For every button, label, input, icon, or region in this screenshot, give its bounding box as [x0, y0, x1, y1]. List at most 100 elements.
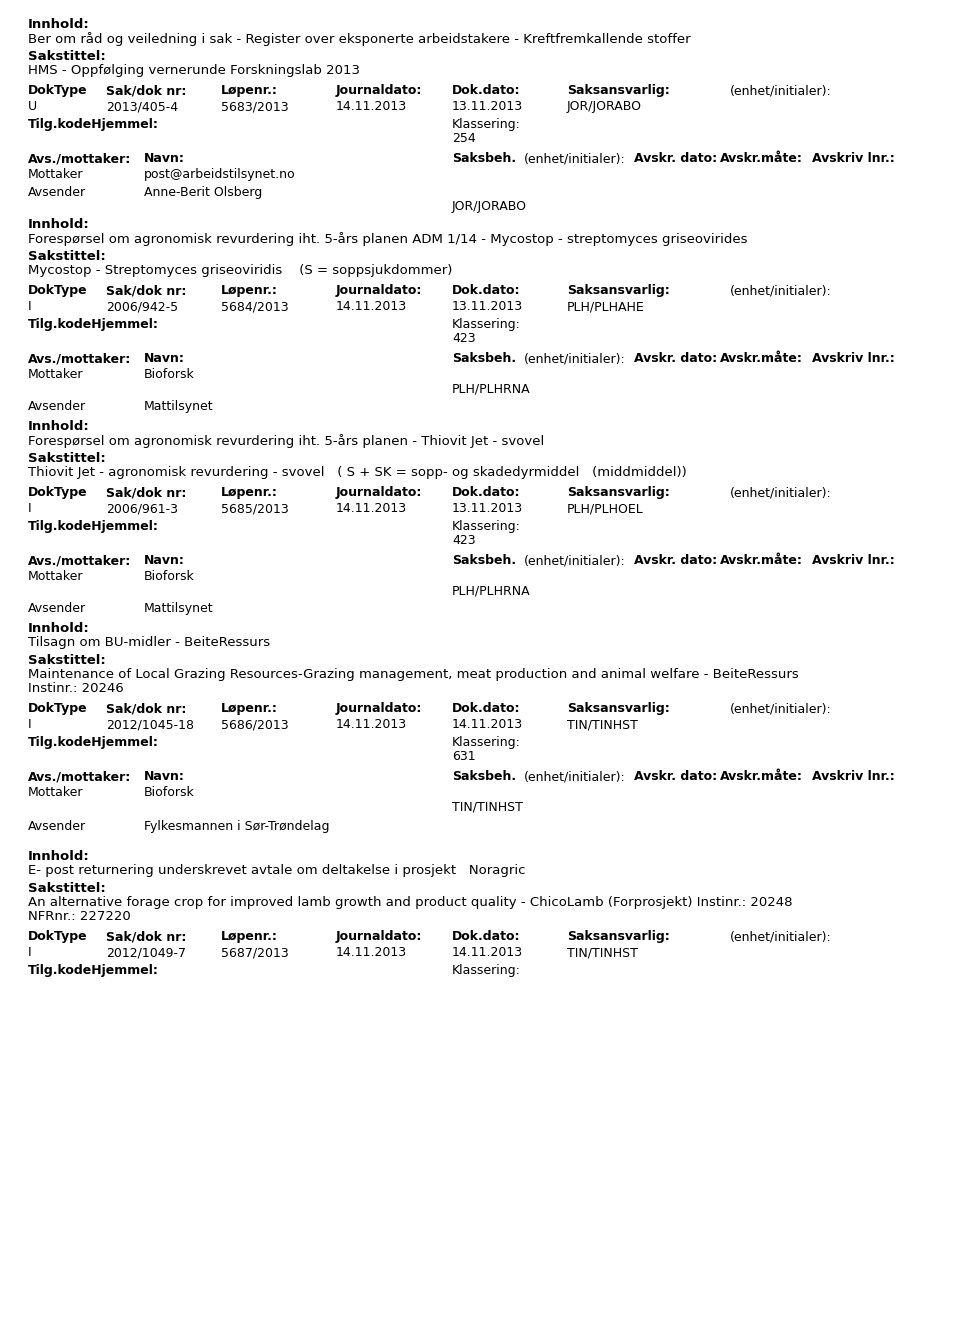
Text: Instinr.: 20246: Instinr.: 20246 [28, 682, 124, 694]
Text: (enhet/initialer):: (enhet/initialer): [730, 930, 831, 943]
Text: NFRnr.: 227220: NFRnr.: 227220 [28, 910, 131, 923]
Text: Klassering:: Klassering: [452, 736, 521, 749]
Text: Sakstittel:: Sakstittel: [28, 452, 106, 466]
Text: 631: 631 [452, 751, 475, 763]
Text: Bioforsk: Bioforsk [144, 570, 195, 583]
Text: Dok.dato:: Dok.dato: [452, 486, 520, 499]
Text: JOR/JORABO: JOR/JORABO [452, 199, 527, 213]
Text: TIN/TINHST: TIN/TINHST [452, 800, 523, 814]
Text: TIN/TINHST: TIN/TINHST [567, 946, 637, 959]
Text: Løpenr.:: Løpenr.: [221, 930, 277, 943]
Text: Tilg.kodeHjemmel:: Tilg.kodeHjemmel: [28, 318, 158, 330]
Text: Løpenr.:: Løpenr.: [221, 84, 277, 96]
Text: Saksbeh.: Saksbeh. [452, 554, 516, 567]
Text: Avskriv lnr.:: Avskriv lnr.: [812, 153, 895, 165]
Text: Avskr.måte:: Avskr.måte: [720, 352, 803, 365]
Text: Ber om råd og veiledning i sak - Register over eksponerte arbeidstakere - Kreftf: Ber om råd og veiledning i sak - Registe… [28, 32, 690, 45]
Text: Thiovit Jet - agronomisk revurdering - svovel   ( S + SK = sopp- og skadedyrmidd: Thiovit Jet - agronomisk revurdering - s… [28, 466, 686, 479]
Text: 423: 423 [452, 534, 475, 547]
Text: 14.11.2013: 14.11.2013 [452, 719, 523, 731]
Text: PLH/PLHRNA: PLH/PLHRNA [452, 583, 531, 597]
Text: Maintenance of Local Grazing Resources-Grazing management, meat production and a: Maintenance of Local Grazing Resources-G… [28, 668, 799, 681]
Text: Avs./mottaker:: Avs./mottaker: [28, 769, 132, 783]
Text: 5685/2013: 5685/2013 [221, 502, 289, 515]
Text: 2006/961-3: 2006/961-3 [106, 502, 178, 515]
Text: PLH/PLHOEL: PLH/PLHOEL [567, 502, 644, 515]
Text: Forespørsel om agronomisk revurdering iht. 5-års planen - Thiovit Jet - svovel: Forespørsel om agronomisk revurdering ih… [28, 434, 544, 448]
Text: Sakstittel:: Sakstittel: [28, 882, 106, 895]
Text: Mycostop - Streptomyces griseoviridis    (S = soppsjukdommer): Mycostop - Streptomyces griseoviridis (S… [28, 264, 452, 277]
Text: Avskriv lnr.:: Avskriv lnr.: [812, 769, 895, 783]
Text: Saksbeh.: Saksbeh. [452, 153, 516, 165]
Text: Tilg.kodeHjemmel:: Tilg.kodeHjemmel: [28, 736, 158, 749]
Text: Avs./mottaker:: Avs./mottaker: [28, 554, 132, 567]
Text: (enhet/initialer):: (enhet/initialer): [730, 84, 831, 96]
Text: Avs./mottaker:: Avs./mottaker: [28, 153, 132, 165]
Text: Avsender: Avsender [28, 400, 86, 413]
Text: Avskr.måte:: Avskr.måte: [720, 554, 803, 567]
Text: 14.11.2013: 14.11.2013 [336, 719, 407, 731]
Text: Mottaker: Mottaker [28, 785, 84, 799]
Text: Sak/dok nr:: Sak/dok nr: [106, 702, 186, 714]
Text: DokType: DokType [28, 284, 87, 297]
Text: 5684/2013: 5684/2013 [221, 300, 289, 313]
Text: Mattilsynet: Mattilsynet [144, 400, 214, 413]
Text: Saksbeh.: Saksbeh. [452, 769, 516, 783]
Text: 5683/2013: 5683/2013 [221, 100, 289, 112]
Text: Sak/dok nr:: Sak/dok nr: [106, 84, 186, 96]
Text: (enhet/initialer):: (enhet/initialer): [524, 153, 626, 165]
Text: Dok.dato:: Dok.dato: [452, 84, 520, 96]
Text: Dok.dato:: Dok.dato: [452, 284, 520, 297]
Text: Mottaker: Mottaker [28, 368, 84, 381]
Text: U: U [28, 100, 37, 112]
Text: Avskr. dato:: Avskr. dato: [634, 352, 717, 365]
Text: Avskr.måte:: Avskr.måte: [720, 153, 803, 165]
Text: 5686/2013: 5686/2013 [221, 719, 289, 731]
Text: Dok.dato:: Dok.dato: [452, 702, 520, 714]
Text: Sakstittel:: Sakstittel: [28, 654, 106, 668]
Text: post@arbeidstilsynet.no: post@arbeidstilsynet.no [144, 169, 296, 181]
Text: PLH/PLHAHE: PLH/PLHAHE [567, 300, 645, 313]
Text: Saksansvarlig:: Saksansvarlig: [567, 702, 670, 714]
Text: (enhet/initialer):: (enhet/initialer): [730, 486, 831, 499]
Text: (enhet/initialer):: (enhet/initialer): [524, 352, 626, 365]
Text: Bioforsk: Bioforsk [144, 785, 195, 799]
Text: Journaldato:: Journaldato: [336, 702, 422, 714]
Text: Avskriv lnr.:: Avskriv lnr.: [812, 352, 895, 365]
Text: 254: 254 [452, 132, 476, 145]
Text: 2006/942-5: 2006/942-5 [106, 300, 179, 313]
Text: Forespørsel om agronomisk revurdering iht. 5-års planen ADM 1/14 - Mycostop - st: Forespørsel om agronomisk revurdering ih… [28, 231, 748, 246]
Text: 13.11.2013: 13.11.2013 [452, 502, 523, 515]
Text: Mottaker: Mottaker [28, 169, 84, 181]
Text: Innhold:: Innhold: [28, 17, 89, 31]
Text: DokType: DokType [28, 930, 87, 943]
Text: Fylkesmannen i Sør-Trøndelag: Fylkesmannen i Sør-Trøndelag [144, 820, 329, 834]
Text: Saksbeh.: Saksbeh. [452, 352, 516, 365]
Text: DokType: DokType [28, 486, 87, 499]
Text: Saksansvarlig:: Saksansvarlig: [567, 930, 670, 943]
Text: Løpenr.:: Løpenr.: [221, 702, 277, 714]
Text: PLH/PLHRNA: PLH/PLHRNA [452, 383, 531, 395]
Text: Innhold:: Innhold: [28, 850, 89, 863]
Text: Klassering:: Klassering: [452, 520, 521, 533]
Text: Avskr. dato:: Avskr. dato: [634, 554, 717, 567]
Text: (enhet/initialer):: (enhet/initialer): [524, 554, 626, 567]
Text: Klassering:: Klassering: [452, 963, 521, 977]
Text: Sak/dok nr:: Sak/dok nr: [106, 930, 186, 943]
Text: (enhet/initialer):: (enhet/initialer): [524, 769, 626, 783]
Text: DokType: DokType [28, 702, 87, 714]
Text: 5687/2013: 5687/2013 [221, 946, 289, 959]
Text: I: I [28, 946, 32, 959]
Text: 2012/1045-18: 2012/1045-18 [106, 719, 194, 731]
Text: 14.11.2013: 14.11.2013 [336, 502, 407, 515]
Text: 14.11.2013: 14.11.2013 [336, 100, 407, 112]
Text: DokType: DokType [28, 84, 87, 96]
Text: Løpenr.:: Løpenr.: [221, 284, 277, 297]
Text: Sak/dok nr:: Sak/dok nr: [106, 284, 186, 297]
Text: Tilsagn om BU-midler - BeiteRessurs: Tilsagn om BU-midler - BeiteRessurs [28, 636, 270, 649]
Text: 14.11.2013: 14.11.2013 [336, 300, 407, 313]
Text: 13.11.2013: 13.11.2013 [452, 300, 523, 313]
Text: I: I [28, 502, 32, 515]
Text: 13.11.2013: 13.11.2013 [452, 100, 523, 112]
Text: Saksansvarlig:: Saksansvarlig: [567, 284, 670, 297]
